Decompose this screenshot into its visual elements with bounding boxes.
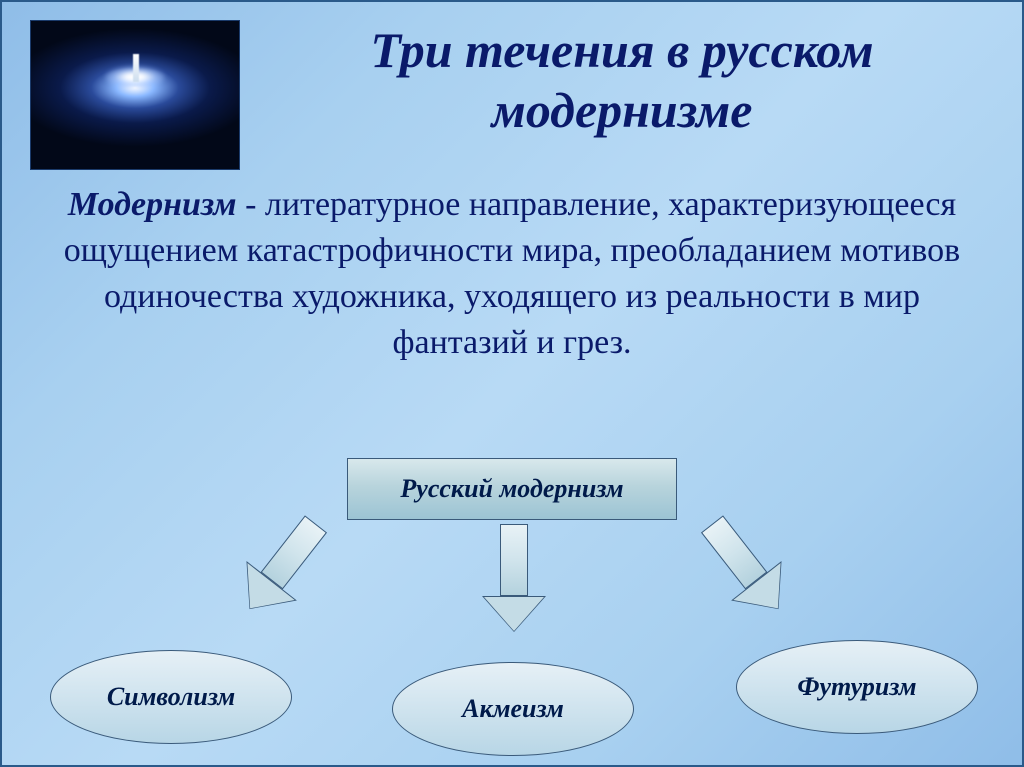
definition-term: Модернизм	[68, 186, 237, 223]
ellipse-Акмеизм: Акмеизм	[392, 662, 634, 756]
arrow-1	[500, 524, 528, 596]
decor-cross	[133, 54, 139, 82]
slide-title: Три течения в русском модернизме	[252, 20, 992, 140]
decorative-image	[30, 20, 240, 170]
ellipse-label: Футуризм	[797, 672, 916, 702]
diagram-root-label: Русский модернизм	[400, 474, 623, 504]
ellipse-label: Символизм	[107, 682, 235, 712]
ellipse-Символизм: Символизм	[50, 650, 292, 744]
diagram-root-box: Русский модернизм	[347, 458, 677, 520]
arrow-0	[261, 515, 327, 589]
ellipse-Футуризм: Футуризм	[736, 640, 978, 734]
arrow-2	[701, 515, 767, 589]
ellipse-label: Акмеизм	[462, 694, 564, 724]
definition-paragraph: Модернизм - литературное направление, ха…	[42, 182, 982, 366]
